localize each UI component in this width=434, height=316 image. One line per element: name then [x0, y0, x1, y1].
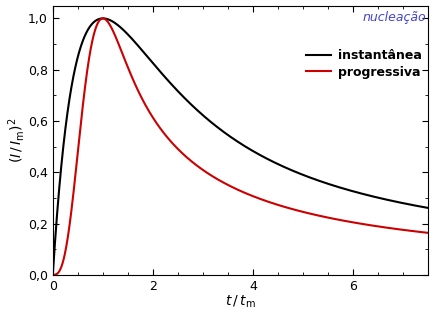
Text: nucleação: nucleação [363, 11, 427, 24]
Y-axis label: $(I\,/\,I_\mathrm{m})^2$: $(I\,/\,I_\mathrm{m})^2$ [6, 118, 26, 163]
Legend: instantânea, progressiva: instantânea, progressiva [306, 50, 421, 79]
X-axis label: $t\,/\,t_\mathrm{m}$: $t\,/\,t_\mathrm{m}$ [225, 294, 256, 310]
